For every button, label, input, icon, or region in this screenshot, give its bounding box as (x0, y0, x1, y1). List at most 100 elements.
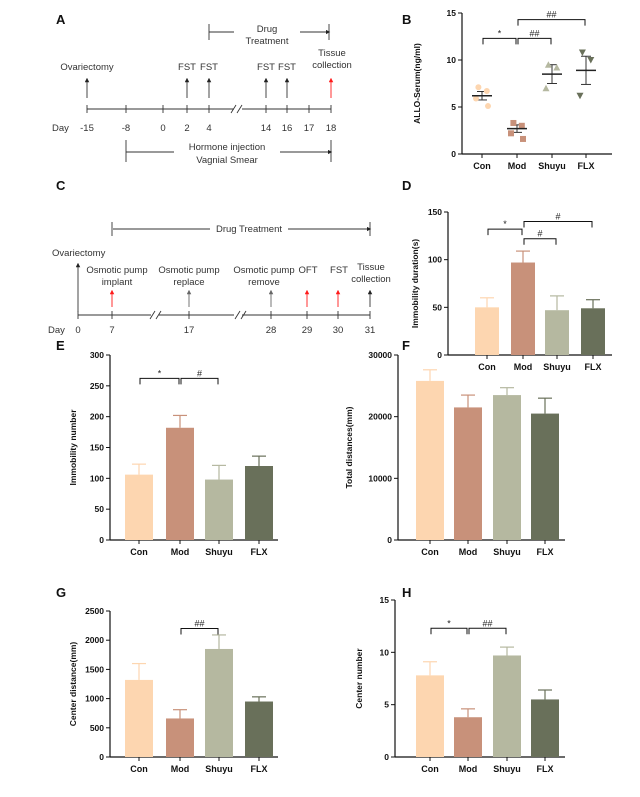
significance-label: * (498, 28, 502, 38)
significance-bracket (517, 19, 586, 26)
bar-mod (454, 717, 482, 757)
day-tick-label: 28 (266, 325, 277, 336)
day-tick-label: 2 (184, 123, 189, 134)
day-tick-label: 0 (160, 123, 165, 134)
panel-label-h: H (402, 585, 411, 600)
significance-label: # (555, 212, 560, 222)
event-tissue-line2: collection (351, 274, 391, 285)
panel-label-a: A (56, 12, 66, 27)
day-label: Day (52, 123, 69, 134)
axis-break-icon (236, 104, 243, 114)
y-tick-label: 15 (380, 595, 390, 605)
significance-bracket (430, 627, 468, 635)
day-tick-label: 7 (109, 325, 114, 336)
event-fst: FST (278, 62, 296, 73)
significance-label: # (537, 229, 542, 239)
y-tick-label: 0 (99, 535, 104, 545)
data-point-flx (576, 92, 584, 100)
significance-label: ## (546, 10, 556, 20)
event-replace-line2: replace (173, 277, 204, 288)
y-tick-label: 0 (384, 752, 389, 762)
event-implant-line2: implant (102, 277, 133, 288)
data-point-flx (578, 49, 586, 56)
day-tick-label: 14 (261, 123, 272, 134)
bar-shuyu (493, 395, 521, 540)
day-tick-label: -8 (122, 123, 130, 134)
data-point-shuyu (544, 61, 552, 68)
x-tick-label: Mod (459, 764, 478, 774)
significance-bracket (468, 627, 507, 635)
data-point-con (475, 84, 482, 91)
x-tick-label: FLX (585, 362, 602, 372)
significance-bracket (482, 37, 517, 45)
significance-bracket (180, 628, 219, 635)
data-point-mod (520, 135, 526, 142)
y-tick-label: 50 (95, 504, 105, 514)
y-tick-label: 250 (90, 381, 104, 391)
timeline-c (75, 222, 373, 320)
event-fst: FST (200, 62, 218, 73)
x-tick-label: Shuyu (543, 362, 571, 372)
y-tick-label: 50 (433, 302, 443, 312)
data-point-shuyu (553, 64, 561, 71)
y-tick-label: 10000 (368, 473, 392, 483)
axis-break-icon (155, 310, 162, 320)
axis-break-icon (234, 310, 241, 320)
y-tick-label: 2500 (85, 606, 104, 616)
significance-label: * (158, 368, 162, 378)
significance-label: * (503, 219, 507, 229)
bar-mod (454, 407, 482, 540)
bar-con (125, 679, 153, 757)
bar-flx (531, 413, 559, 540)
event-tissue-line2: collection (312, 60, 352, 71)
drug-treatment: Drug Treatment (216, 224, 282, 235)
y-tick-label: 10 (380, 647, 390, 657)
y-tick-label: 5 (451, 102, 456, 112)
drug-treatment-line1: Drug (257, 24, 278, 35)
y-tick-label: 0 (387, 535, 392, 545)
timeline-a (84, 24, 334, 162)
day-label: Day (48, 325, 65, 336)
event-fst: FST (330, 265, 348, 276)
bar-shuyu (545, 310, 569, 355)
y-tick-label: 10 (447, 55, 457, 65)
x-tick-label: Mod (508, 161, 527, 171)
day-tick-label: 30 (333, 325, 344, 336)
x-tick-label: FLX (537, 547, 554, 557)
drug-treatment-line2: Treatment (246, 36, 289, 47)
panel-label-g: G (56, 585, 66, 600)
bar-flx (531, 699, 559, 757)
x-tick-label: FLX (537, 764, 554, 774)
data-point-mod (508, 130, 514, 137)
significance-label: ## (529, 28, 539, 38)
y-tick-label: 500 (90, 723, 104, 733)
panel-label-c: C (56, 178, 66, 193)
data-point-con (485, 103, 491, 110)
bar-shuyu (493, 655, 521, 757)
x-tick-label: Con (473, 161, 491, 171)
x-tick-label: Mod (171, 764, 190, 774)
y-axis-label: Immobility duration(s) (410, 239, 420, 328)
panel-label-d: D (402, 178, 411, 193)
chart-g: 0 500 1000 1500 2000 2500 Center distance(mm) C… (68, 606, 278, 774)
bar-shuyu (205, 648, 233, 757)
y-tick-label: 150 (428, 207, 442, 217)
bar-mod (166, 427, 194, 540)
y-tick-label: 150 (90, 443, 104, 453)
day-tick-label: 16 (282, 123, 293, 134)
x-tick-label: Mod (514, 362, 533, 372)
bar-mod (511, 262, 535, 355)
bar-flx (245, 466, 273, 540)
significance-label: # (197, 368, 202, 378)
x-tick-label: Con (130, 764, 148, 774)
bar-mod (166, 718, 194, 757)
data-point-mod (510, 119, 517, 126)
day-tick-label: 29 (302, 325, 313, 336)
event-oft: OFT (299, 265, 318, 276)
x-tick-label: Shuyu (493, 764, 521, 774)
bar-shuyu (205, 479, 233, 540)
y-tick-label: 1500 (85, 664, 104, 674)
event-ovariectomy: Ovariectomy (60, 62, 114, 73)
panel-label-e: E (56, 338, 65, 353)
x-tick-label: Con (478, 362, 496, 372)
